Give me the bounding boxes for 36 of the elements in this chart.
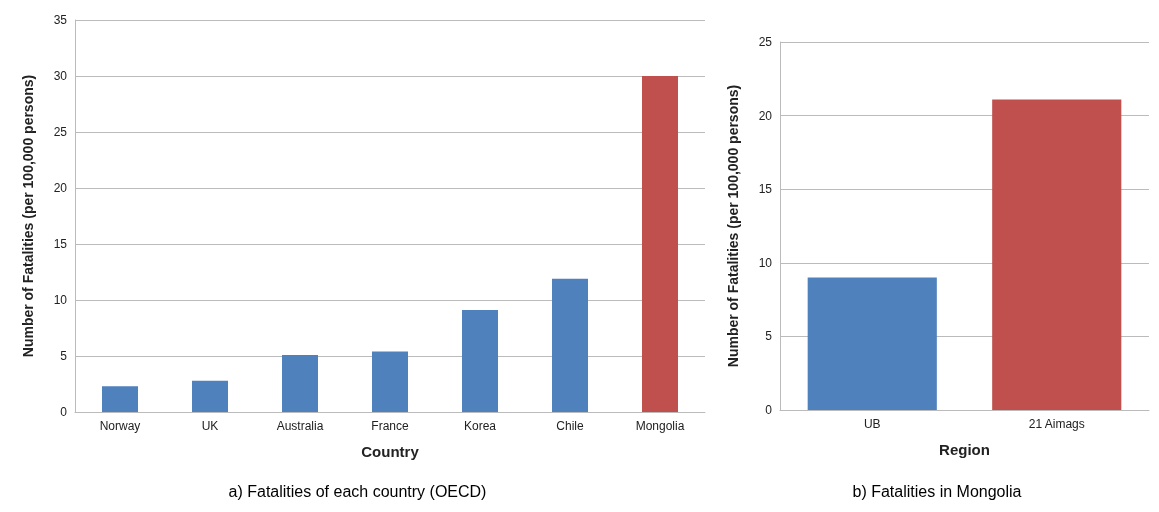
- y-tick-label: 25: [758, 35, 773, 49]
- y-axis-title: Number of Fatalities (per 100,000 persons): [20, 74, 36, 358]
- x-tick-label: Australia: [276, 419, 324, 433]
- bar: [282, 354, 318, 412]
- y-tick-label: 5: [765, 329, 773, 344]
- text: b) Fatalities in Mongolia: [852, 482, 1022, 500]
- y-tick-label: 20: [758, 108, 773, 123]
- y-tick-label: 15: [53, 237, 68, 251]
- y-tick-label: 25: [53, 125, 68, 139]
- y-tick-label: 0: [765, 403, 773, 417]
- x-axis-title: Region: [939, 441, 990, 458]
- x-tick-label: Norway: [99, 419, 141, 433]
- x-tick-label: Mongolia: [635, 419, 685, 433]
- y-tick-label: 0: [60, 405, 68, 419]
- text: a) Fatalities of each country (OECD): [228, 482, 487, 500]
- bar: [372, 351, 408, 412]
- x-tick-label: France: [371, 419, 409, 433]
- x-tick-label: Chile: [556, 419, 584, 433]
- y-tick-label: 10: [758, 255, 773, 270]
- y-tick-label: 10: [53, 293, 68, 307]
- bar: [642, 76, 678, 412]
- y-tick-label: 20: [53, 181, 68, 195]
- y-tick-label: 15: [758, 182, 773, 197]
- y-tick-label: 35: [53, 13, 68, 27]
- bar: [192, 380, 228, 412]
- bar: [552, 278, 588, 412]
- x-tick-label: Korea: [463, 419, 497, 433]
- x-tick-label: UB: [863, 417, 881, 431]
- y-axis-title: Number of Fatalities (per 100,000 persons): [725, 84, 741, 368]
- x-tick-label: UK: [201, 419, 219, 433]
- bar: [462, 310, 498, 412]
- x-tick-label: 21 Aimags: [1028, 417, 1085, 431]
- x-axis-title: Country: [361, 443, 420, 460]
- y-tick-label: 30: [53, 69, 68, 83]
- y-tick-label: 5: [60, 349, 68, 363]
- bar: [102, 386, 138, 412]
